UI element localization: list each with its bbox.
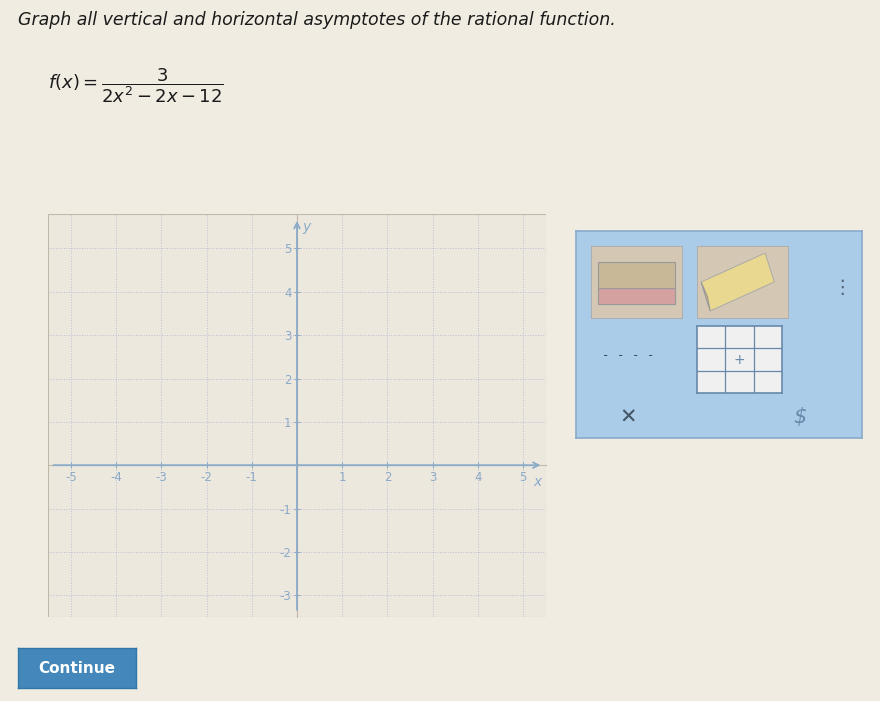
- Text: ✕: ✕: [620, 407, 636, 428]
- Text: $f(x) = \dfrac{3}{2x^2-2x-12}$: $f(x) = \dfrac{3}{2x^2-2x-12}$: [48, 67, 224, 105]
- Text: $: $: [793, 407, 806, 428]
- Text: ⋮: ⋮: [832, 278, 852, 297]
- Text: x: x: [534, 475, 542, 489]
- Text: y: y: [303, 220, 311, 234]
- Text: Graph all vertical and horizontal asymptotes of the rational function.: Graph all vertical and horizontal asympt…: [18, 11, 615, 29]
- Text: - - - -: - - - -: [602, 349, 654, 362]
- Text: Continue: Continue: [39, 660, 115, 676]
